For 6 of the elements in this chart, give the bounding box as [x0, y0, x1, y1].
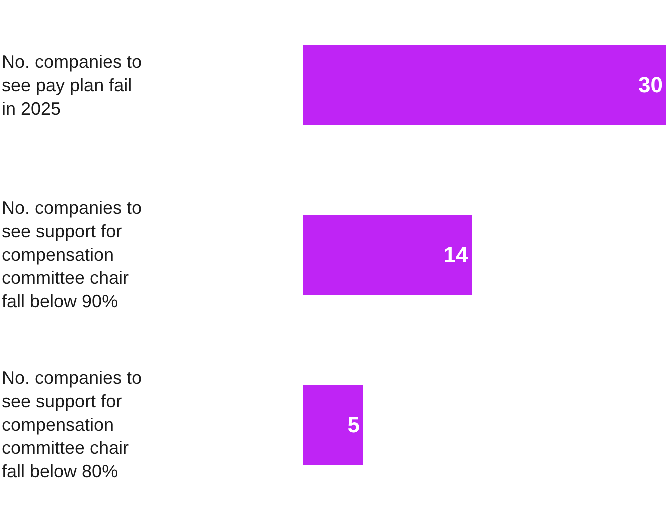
- y-tick-label: No. companies to see support for compensation committee chair fall below 90%: [2, 198, 142, 312]
- y-tick-label: No. companies to see pay plan fail in 2025: [2, 52, 142, 119]
- data-label: 30: [638, 72, 664, 98]
- y-tick-label: No. companies to see support for compensation committee chair fall below 80%: [2, 368, 142, 482]
- data-label: 14: [444, 242, 470, 268]
- data-label: 5: [348, 412, 360, 438]
